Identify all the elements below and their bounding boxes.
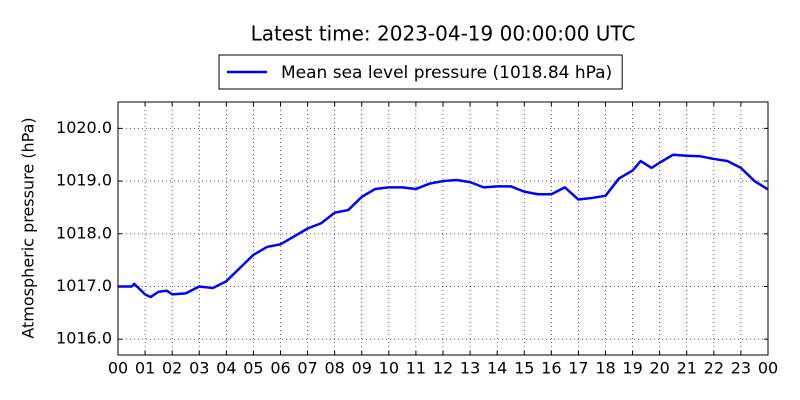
x-tick-label: 01 [135, 359, 155, 378]
x-tick-label: 08 [324, 359, 344, 378]
x-tick-label: 10 [379, 359, 399, 378]
chart-title: Latest time: 2023-04-19 00:00:00 UTC [251, 22, 636, 46]
x-tick-label: 00 [758, 359, 778, 378]
y-axis-label: Atmospheric pressure (hPa) [19, 117, 38, 338]
x-tick-label: 23 [731, 359, 751, 378]
x-tick-label: 19 [622, 359, 642, 378]
x-tick-label: 06 [270, 359, 290, 378]
y-tick-label: 1020.0 [56, 118, 112, 137]
x-tick-label: 09 [352, 359, 372, 378]
x-tick-label: 05 [243, 359, 263, 378]
x-tick-label: 03 [189, 359, 209, 378]
x-tick-label: 02 [162, 359, 182, 378]
x-tick-label: 14 [487, 359, 507, 378]
x-tick-label: 15 [514, 359, 534, 378]
y-tick-label: 1019.0 [56, 171, 112, 190]
x-tick-label: 13 [460, 359, 480, 378]
y-tick-label: 1018.0 [56, 223, 112, 242]
y-tick-label: 1016.0 [56, 329, 112, 348]
x-tick-label: 04 [216, 359, 236, 378]
x-tick-label: 20 [649, 359, 669, 378]
x-tick-label: 22 [704, 359, 724, 378]
x-tick-label: 16 [541, 359, 561, 378]
x-tick-label: 11 [406, 359, 426, 378]
x-tick-label: 12 [433, 359, 453, 378]
x-tick-label: 21 [677, 359, 697, 378]
x-tick-label: 00 [108, 359, 128, 378]
x-tick-label: 18 [595, 359, 615, 378]
x-tick-label: 07 [297, 359, 317, 378]
x-tick-label: 17 [568, 359, 588, 378]
legend-label: Mean sea level pressure (1018.84 hPa) [281, 63, 612, 83]
y-tick-label: 1017.0 [56, 276, 112, 295]
legend-box [218, 54, 623, 90]
data-line [118, 153, 769, 299]
plot-frame [117, 101, 769, 356]
